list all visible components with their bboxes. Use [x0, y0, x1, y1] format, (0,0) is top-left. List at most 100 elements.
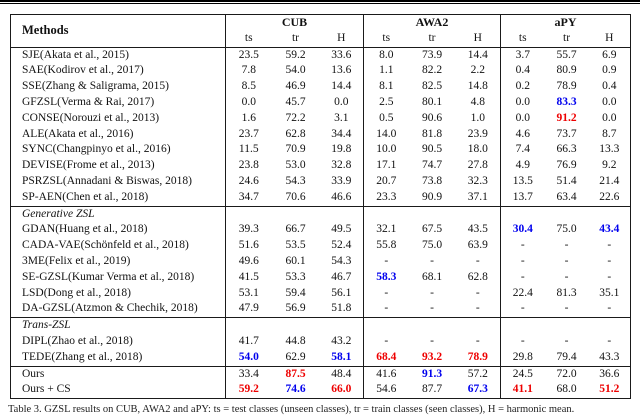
group-header-apy: aPY	[500, 14, 631, 31]
metric-value: 87.7	[421, 383, 443, 396]
empty-cell	[319, 205, 364, 223]
group-header-awa2: AWA2	[362, 14, 501, 31]
method-name: SP-AEN(Chen et al., 2018)	[22, 190, 149, 203]
metric-value: 62.8	[285, 127, 306, 140]
metric-value: 20.7	[363, 173, 409, 190]
metric-value: 0.2	[500, 79, 545, 95]
empty-cell	[588, 205, 631, 223]
metric-value: 49.6	[225, 253, 272, 270]
table-row: SP-AEN(Chen et al., 2018) 34.7 70.6 46.6 23.…	[11, 189, 631, 207]
metric-value: 29.8	[500, 349, 545, 367]
section-label: Trans-ZSL	[10, 317, 226, 334]
metric-value: 41.5	[225, 269, 272, 286]
metric-value: 53.0	[285, 159, 306, 172]
table-row: SJE(Akata et al., 2015) 23.5 59.2 33.6 8.0 73…	[11, 47, 631, 64]
metric-value: -	[607, 334, 612, 347]
metric-value: 91.2	[556, 111, 577, 124]
table-row: ALE(Akata et al., 2016) 23.7 62.8 34.4 14.0 8…	[11, 126, 631, 143]
metric-value: 54.0	[285, 64, 306, 77]
table-row: TEDE(Zhang et al., 2018) 54.0 62.9 58.1 68.4…	[11, 349, 631, 367]
method-name: CADA-VAE(Schönfeld et al., 2018)	[22, 239, 189, 252]
metric-value: -	[607, 270, 612, 283]
metric-value: -	[363, 301, 409, 318]
metric-value: 78.9	[467, 350, 488, 363]
metric-value: 0.0	[334, 95, 349, 108]
metric-value: 23.7	[225, 126, 272, 143]
metric-value: 58.3	[363, 269, 409, 286]
metric-value: 8.5	[225, 79, 272, 95]
metric-value: 55.8	[363, 238, 409, 254]
metric-value: 51.2	[599, 383, 620, 396]
metric-value: 14.0	[363, 126, 409, 143]
metric-value: 52.4	[331, 239, 352, 252]
metric-value: 2.5	[363, 94, 409, 111]
metric-value: 8.0	[363, 47, 409, 64]
metric-value: 24.5	[500, 365, 545, 383]
metric-value: -	[500, 238, 545, 254]
table-row: SE-GZSL(Kumar Verma et al., 2018) 41.5 53.…	[11, 269, 631, 286]
metric-value: 0.0	[602, 111, 617, 124]
metric-value: -	[564, 334, 569, 347]
metric-value: 53.1	[225, 285, 272, 302]
method-name: LSD(Dong et al., 2018)	[22, 286, 131, 299]
metric-value: 48.4	[319, 365, 364, 383]
metric-value: -	[500, 253, 545, 270]
method-name: ALE(Akata et al., 2016)	[22, 127, 134, 140]
metric-value: 7.4	[500, 142, 545, 159]
empty-cell	[363, 317, 409, 334]
metric-value: 66.7	[285, 223, 306, 236]
metric-value: -	[564, 239, 569, 252]
metric-value: 2.2	[470, 64, 485, 77]
metric-value: 59.4	[285, 286, 306, 299]
table-row: GDAN(Huang et al., 2018) 39.3 66.7 49.5 32.1…	[11, 222, 631, 239]
metric-value: 18.0	[467, 143, 488, 156]
table-row: 3ME(Felix et al., 2019) 49.6 60.1 54.3- - - - -…	[11, 253, 631, 270]
metric-value: 56.9	[285, 302, 306, 315]
empty-cell	[271, 317, 320, 334]
metric-value: 60.1	[285, 254, 306, 267]
method-name: DA-GZSL(Atzmon & Chechik, 2018)	[22, 302, 198, 315]
metric-value: 72.0	[544, 365, 589, 383]
subcol-ts: ts	[225, 30, 272, 48]
table-row: CONSE(Norouzi et al., 2013) 1.6 72.2 3.1 0.5…	[11, 110, 631, 127]
metric-value: 70.6	[285, 190, 306, 203]
empty-cell	[408, 317, 456, 334]
metric-value: 8.7	[602, 127, 617, 140]
metric-value: -	[500, 333, 545, 350]
table-row: CADA-VAE(Schönfeld et al., 2018) 51.6 53.5…	[11, 238, 631, 254]
metric-value: 62.9	[285, 350, 306, 363]
method-name: Ours + CS	[22, 383, 71, 396]
metric-value: 46.9	[285, 80, 306, 93]
metric-value: -	[607, 254, 612, 267]
table-body: SJE(Akata et al., 2015) 23.5 59.2 33.6 8.0 73…	[10, 47, 631, 399]
metric-value: 82.2	[421, 64, 443, 77]
metric-value: 13.5	[500, 173, 545, 190]
table-row: PSRZSL(Annadani & Biswas, 2018) 24.6 54.3 3…	[11, 173, 631, 190]
method-name: CONSE(Norouzi et al., 2013)	[22, 111, 160, 124]
metric-value: 80.9	[556, 64, 577, 77]
metric-value: 3.1	[334, 111, 349, 124]
metric-value: 73.9	[421, 48, 443, 61]
metric-value: 43.2	[331, 334, 352, 347]
metric-value: 0.5	[363, 110, 409, 127]
empty-cell	[500, 205, 545, 223]
metric-value: 24.6	[225, 173, 272, 190]
method-name: PSRZSL(Annadani & Biswas, 2018)	[22, 174, 192, 187]
metric-value: 7.8	[225, 63, 272, 80]
table-row: DA-GZSL(Atzmon & Chechik, 2018) 47.9 56.9 5…	[11, 301, 631, 318]
metric-value: 36.6	[588, 365, 631, 383]
metric-value: 90.6	[421, 111, 443, 124]
table-row: Ours + CS 59.2 74.6 66.0 54.6 87.7 67.3 41.1 68.…	[11, 382, 631, 399]
metric-value: 74.6	[285, 383, 306, 396]
empty-cell	[408, 205, 456, 223]
subcol-tr: tr	[428, 31, 436, 44]
metric-value: 73.8	[421, 174, 443, 187]
metric-value: 76.9	[556, 159, 577, 172]
subcol-h: H	[605, 31, 614, 44]
group-header-cub: CUB	[225, 14, 364, 31]
metric-value: 0.4	[500, 63, 545, 80]
metric-value: 41.7	[225, 333, 272, 350]
metric-value: 45.7	[285, 95, 306, 108]
subcol-ts: ts	[363, 30, 409, 48]
metric-value: 66.0	[331, 383, 352, 396]
